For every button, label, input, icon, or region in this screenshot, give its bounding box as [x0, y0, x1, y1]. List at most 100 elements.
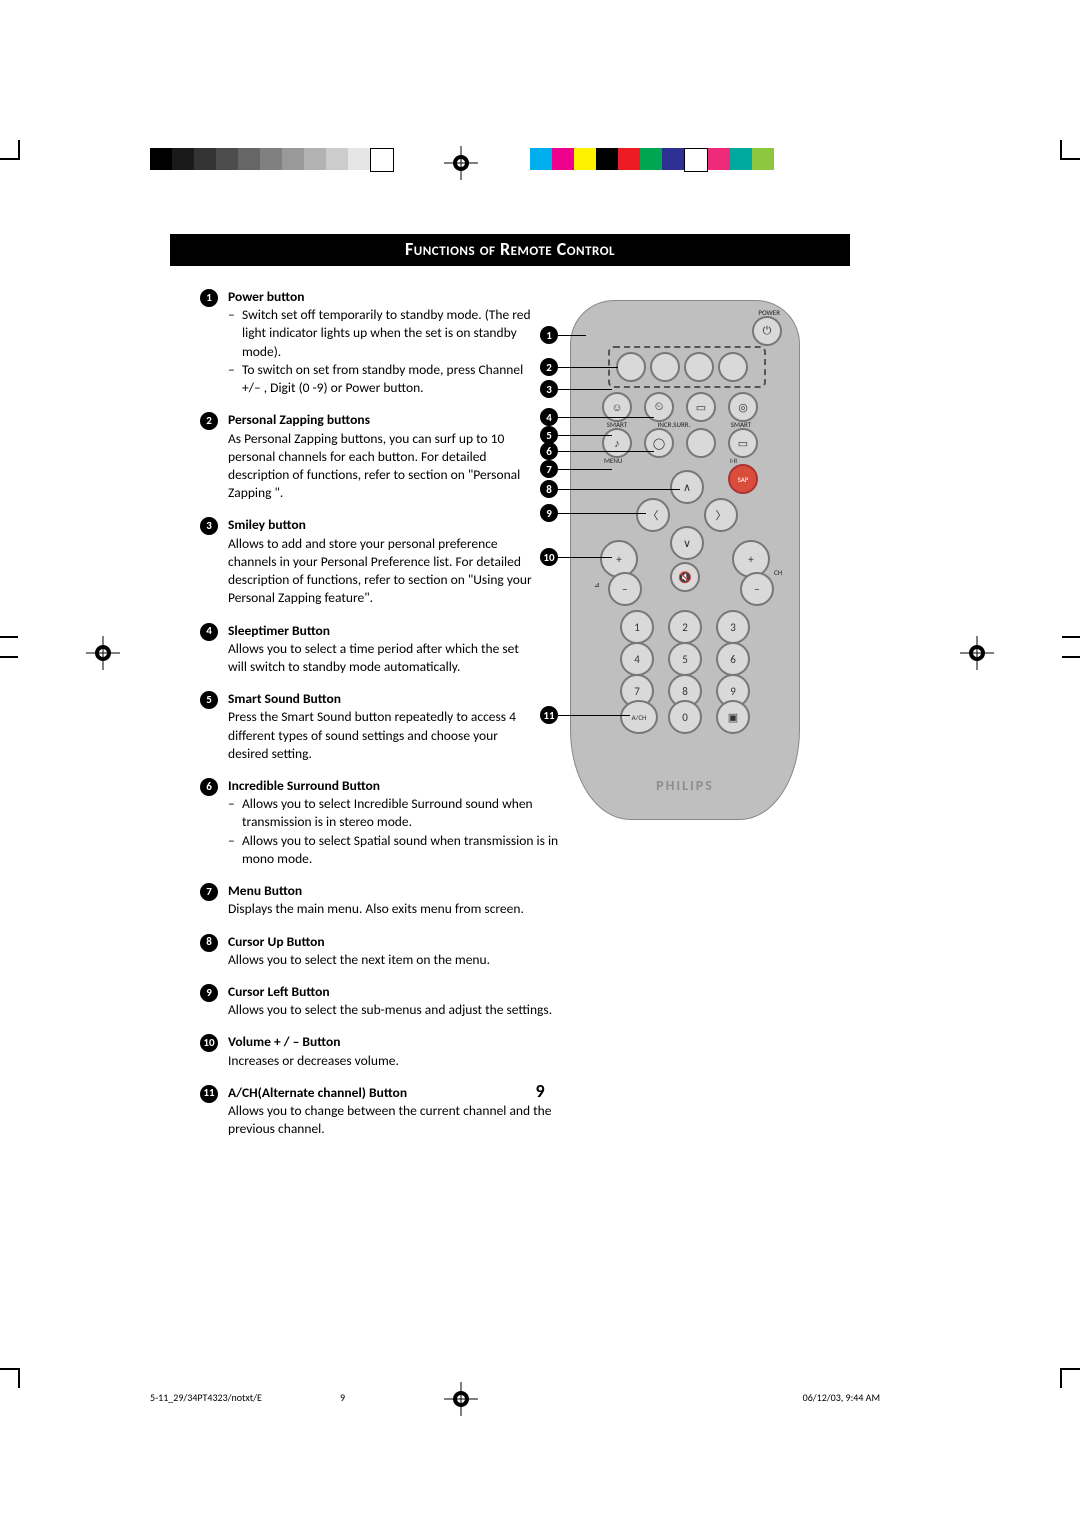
digit-button: 5 [668, 642, 702, 676]
swatch [260, 148, 282, 170]
smart-picture-icon: ▭ [728, 428, 758, 458]
item-title: Sleeptimer Button [228, 622, 540, 640]
callout-leader [558, 451, 654, 452]
footer-page: 9 [340, 1391, 345, 1404]
footer-datetime: 06/12/03, 9:44 AM [803, 1391, 880, 1404]
swatch [530, 148, 552, 170]
swatch [304, 148, 326, 170]
callout-badge: 2 [540, 358, 558, 376]
volume-icon: ⊿ [594, 580, 600, 589]
callout-badge: 3 [540, 380, 558, 398]
footer-doc-id: 5-11_29/34PT4323/notxt/E [150, 1391, 262, 1404]
crop-mark [0, 636, 18, 638]
swatch [708, 148, 730, 170]
item-body: Allows you to select the next item on th… [228, 951, 588, 969]
cursor-down-icon: ∨ [670, 526, 704, 560]
item-number-badge: 6 [200, 778, 218, 796]
function-button: ▭ [686, 392, 716, 422]
swatch [348, 148, 370, 170]
digit-button: 4 [620, 642, 654, 676]
callout-leader [558, 489, 680, 490]
item-title: Cursor Left Button [228, 983, 588, 1001]
crop-mark [0, 1368, 20, 1370]
cursor-up-icon: ∧ [670, 470, 704, 504]
list-item: 4 Sleeptimer ButtonAllows you to select a… [200, 622, 540, 677]
callout-leader [558, 335, 586, 336]
digit-button: 3 [716, 610, 750, 644]
callout-leader [558, 469, 612, 470]
callout-badge: 9 [540, 504, 558, 522]
pz-button [718, 352, 748, 382]
volume-down-icon: − [608, 572, 642, 606]
channel-down-icon: − [740, 572, 774, 606]
item-body: Allows you to select a time period after… [228, 640, 540, 676]
crop-mark [1060, 1368, 1062, 1388]
item-number-badge: 4 [200, 623, 218, 641]
swatch [326, 148, 348, 170]
swatch [640, 148, 662, 170]
item-bullet: To switch on set from standby mode, pres… [228, 361, 540, 397]
digit-button: 6 [716, 642, 750, 676]
item-title: Power button [228, 288, 540, 306]
item-bullet: Allows you to select Incredible Surround… [228, 795, 588, 831]
swatch [574, 148, 596, 170]
cursor-left-icon: 〈 [636, 498, 670, 532]
brand-logo: PHILIPS [570, 777, 800, 794]
list-item: 9Cursor Left ButtonAllows you to select … [200, 983, 588, 1019]
content-column: 1Power buttonSwitch set off temporarily … [200, 288, 540, 1153]
item-title: Smart Sound Button [228, 690, 540, 708]
crop-mark [0, 158, 20, 160]
list-item: 10Volume + / – ButtonIncreases or decrea… [200, 1033, 588, 1069]
swatch [752, 148, 774, 170]
function-button [686, 428, 716, 458]
crop-mark [18, 140, 20, 160]
item-number-badge: 5 [200, 691, 218, 709]
callout-leader [558, 367, 618, 368]
item-body: As Personal Zapping buttons, you can sur… [228, 430, 540, 503]
swatch [730, 148, 752, 170]
item-title: Personal Zapping buttons [228, 411, 540, 429]
swatch [172, 148, 194, 170]
callout-badge: 1 [540, 326, 558, 344]
swatch [216, 148, 238, 170]
registration-mark-icon [86, 636, 120, 670]
item-bullet: Switch set off temporarily to standby mo… [228, 306, 540, 361]
item-title: Volume + / – Button [228, 1033, 588, 1051]
item-number-badge: 7 [200, 883, 218, 901]
incredible-surround-icon: ◯ [644, 428, 674, 458]
swatch [684, 148, 708, 172]
section-title: Functions of Remote Control [170, 234, 850, 266]
crop-mark [1062, 636, 1080, 638]
item-number-badge: 9 [200, 984, 218, 1002]
color-bar [530, 148, 774, 170]
pz-button [650, 352, 680, 382]
item-title: Cursor Up Button [228, 933, 588, 951]
swatch [150, 148, 172, 170]
callout-leader [558, 557, 612, 558]
item-body: Displays the main menu. Also exits menu … [228, 900, 588, 918]
swatch [618, 148, 640, 170]
cursor-right-icon: 〉 [704, 498, 738, 532]
item-bullet: Allows you to select Spatial sound when … [228, 832, 588, 868]
swatch [552, 148, 574, 170]
item-body: Allows to add and store your personal pr… [228, 535, 540, 608]
swatch [238, 148, 260, 170]
list-item: 8 Cursor Up ButtonAllows you to select th… [200, 933, 588, 969]
crop-mark [1060, 140, 1062, 160]
page-number: 9 [0, 1080, 1080, 1102]
callout-leader [558, 513, 646, 514]
swatch [596, 148, 618, 170]
smart-sound-icon: ♪ [602, 428, 632, 458]
function-button: ◎ [728, 392, 758, 422]
item-number-badge: 10 [200, 1034, 218, 1052]
crop-mark [1060, 158, 1080, 160]
item-body: Press the Smart Sound button repeatedly … [228, 708, 540, 763]
callout-badge: 4 [540, 408, 558, 426]
callout-badge: 7 [540, 460, 558, 478]
pz-button [616, 352, 646, 382]
list-item: 3Smiley buttonAllows to add and store yo… [200, 516, 540, 607]
item-number-badge: 8 [200, 934, 218, 952]
list-item: 5 Smart Sound ButtonPress the Smart Sound… [200, 690, 540, 763]
item-title: Incredible Surround Button [228, 777, 588, 795]
callout-badge: 6 [540, 442, 558, 460]
